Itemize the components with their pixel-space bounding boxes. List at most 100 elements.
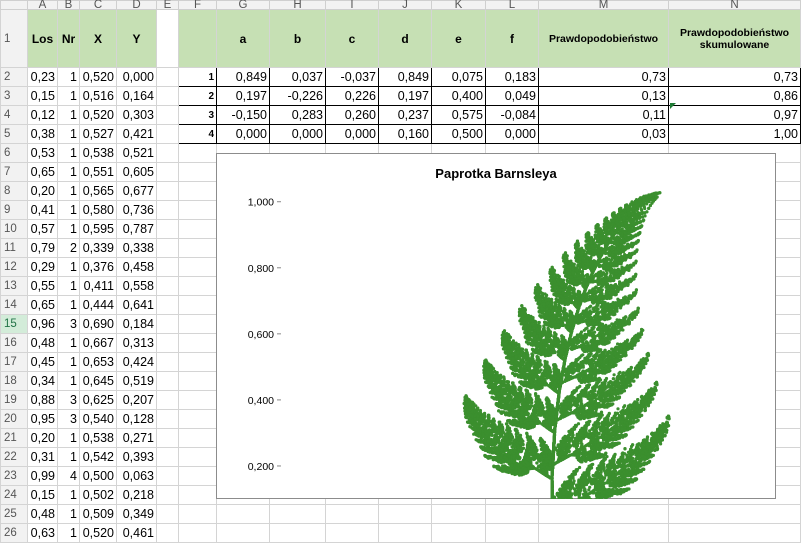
data-cell[interactable]: 0,128 <box>117 410 157 429</box>
select-all-corner[interactable] <box>1 1 28 10</box>
data-cell[interactable]: 0,605 <box>117 163 157 182</box>
row-header-3[interactable]: 3 <box>1 87 28 106</box>
coef-value-cell[interactable]: 0,197 <box>217 87 270 106</box>
coef-value-cell[interactable]: 0,197 <box>379 87 432 106</box>
data-cell[interactable]: 0,15 <box>28 87 58 106</box>
coef-value-cell[interactable]: 0,849 <box>217 68 270 87</box>
transform-id-cell[interactable]: 4 <box>179 125 217 144</box>
coef-header-cell[interactable]: f <box>486 10 539 68</box>
coef-value-cell[interactable]: -0,226 <box>270 87 326 106</box>
data-cell[interactable]: 1 <box>58 296 80 315</box>
empty-cell[interactable] <box>157 201 179 220</box>
coef-value-cell[interactable]: 0,226 <box>326 87 379 106</box>
empty-cell[interactable] <box>179 182 217 201</box>
column-header-K[interactable]: K <box>432 1 486 10</box>
row-header-8[interactable]: 8 <box>1 182 28 201</box>
data-cell[interactable]: 0,303 <box>117 106 157 125</box>
header-cell-A[interactable]: Los <box>28 10 58 68</box>
coef-value-cell[interactable]: 0,849 <box>379 68 432 87</box>
column-header-I[interactable]: I <box>326 1 379 10</box>
data-cell[interactable]: 0,540 <box>80 410 117 429</box>
empty-cell[interactable] <box>157 239 179 258</box>
row-header-5[interactable]: 5 <box>1 125 28 144</box>
coef-value-cell[interactable]: -0,084 <box>486 106 539 125</box>
data-cell[interactable]: 1 <box>58 448 80 467</box>
coef-value-cell[interactable]: -0,150 <box>217 106 270 125</box>
empty-cell[interactable] <box>157 277 179 296</box>
coef-value-cell[interactable]: 0,183 <box>486 68 539 87</box>
empty-cell[interactable] <box>179 296 217 315</box>
row-header-9[interactable]: 9 <box>1 201 28 220</box>
data-cell[interactable]: 0,509 <box>80 505 117 524</box>
coef-value-cell[interactable]: 0,260 <box>326 106 379 125</box>
data-cell[interactable]: 0,444 <box>80 296 117 315</box>
data-cell[interactable]: 0,538 <box>80 429 117 448</box>
data-cell[interactable]: 0,271 <box>117 429 157 448</box>
empty-cell[interactable] <box>157 220 179 239</box>
data-cell[interactable]: 0,520 <box>80 524 117 543</box>
data-cell[interactable]: 1 <box>58 486 80 505</box>
data-cell[interactable]: 0,000 <box>117 68 157 87</box>
data-cell[interactable]: 0,48 <box>28 505 58 524</box>
data-cell[interactable]: 1 <box>58 524 80 543</box>
data-cell[interactable]: 0,516 <box>80 87 117 106</box>
data-cell[interactable]: 0,339 <box>80 239 117 258</box>
row-header-17[interactable]: 17 <box>1 353 28 372</box>
row-header-25[interactable]: 25 <box>1 505 28 524</box>
empty-cell[interactable] <box>157 163 179 182</box>
empty-cell[interactable] <box>669 505 801 524</box>
empty-cell[interactable] <box>217 524 270 543</box>
empty-cell[interactable] <box>157 372 179 391</box>
empty-cell[interactable] <box>157 144 179 163</box>
row-header-18[interactable]: 18 <box>1 372 28 391</box>
row-header-13[interactable]: 13 <box>1 277 28 296</box>
coef-value-cell[interactable]: -0,037 <box>326 68 379 87</box>
data-cell[interactable]: 1 <box>58 125 80 144</box>
coef-value-cell[interactable]: 0,000 <box>217 125 270 144</box>
empty-cell[interactable] <box>179 201 217 220</box>
coef-value-cell[interactable]: 0,400 <box>432 87 486 106</box>
empty-cell[interactable] <box>157 68 179 87</box>
empty-cell[interactable] <box>270 505 326 524</box>
empty-cell[interactable] <box>179 144 217 163</box>
empty-cell[interactable] <box>157 448 179 467</box>
data-cell[interactable]: 0,218 <box>117 486 157 505</box>
data-cell[interactable]: 0,55 <box>28 277 58 296</box>
empty-cell[interactable] <box>157 524 179 543</box>
data-cell[interactable]: 0,31 <box>28 448 58 467</box>
empty-cell[interactable] <box>179 429 217 448</box>
data-cell[interactable]: 0,677 <box>117 182 157 201</box>
data-cell[interactable]: 0,53 <box>28 144 58 163</box>
data-cell[interactable]: 0,461 <box>117 524 157 543</box>
column-header-N[interactable]: N <box>669 1 801 10</box>
header-cell-B[interactable]: Nr <box>58 10 80 68</box>
coef-value-cell[interactable]: 0,73 <box>539 68 669 87</box>
data-cell[interactable]: 0,595 <box>80 220 117 239</box>
empty-cell[interactable] <box>157 87 179 106</box>
data-cell[interactable]: 0,421 <box>117 125 157 144</box>
empty-cell[interactable] <box>326 505 379 524</box>
data-cell[interactable]: 0,520 <box>80 68 117 87</box>
data-cell[interactable]: 1 <box>58 429 80 448</box>
data-cell[interactable]: 0,313 <box>117 334 157 353</box>
column-header-A[interactable]: A <box>28 1 58 10</box>
row-header-10[interactable]: 10 <box>1 220 28 239</box>
empty-cell[interactable] <box>179 220 217 239</box>
data-cell[interactable]: 0,736 <box>117 201 157 220</box>
row-header-12[interactable]: 12 <box>1 258 28 277</box>
data-cell[interactable]: 1 <box>58 182 80 201</box>
row-header-15[interactable]: 15 <box>1 315 28 334</box>
empty-cell[interactable] <box>179 239 217 258</box>
empty-cell[interactable] <box>179 334 217 353</box>
data-cell[interactable]: 1 <box>58 372 80 391</box>
data-cell[interactable]: 0,15 <box>28 486 58 505</box>
empty-cell[interactable] <box>179 372 217 391</box>
data-cell[interactable]: 0,458 <box>117 258 157 277</box>
data-cell[interactable]: 0,29 <box>28 258 58 277</box>
empty-cell[interactable] <box>157 258 179 277</box>
coef-value-cell[interactable]: 0,237 <box>379 106 432 125</box>
coef-value-cell[interactable]: 0,000 <box>270 125 326 144</box>
data-cell[interactable]: 0,641 <box>117 296 157 315</box>
column-header-C[interactable]: C <box>80 1 117 10</box>
